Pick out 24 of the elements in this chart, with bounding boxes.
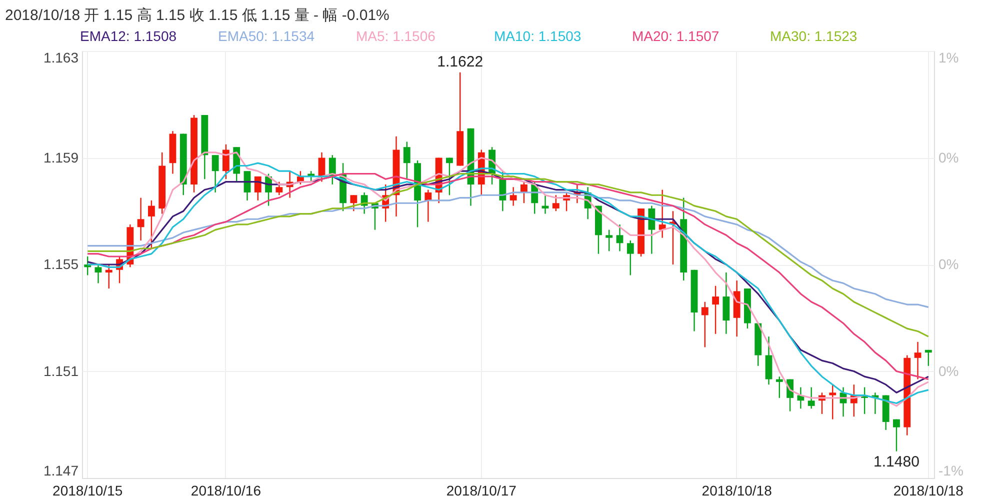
x-tick-label: 2018/10/18 (702, 482, 772, 498)
text: 2018/10/18 开 1.15 高 1.15 收 1.15 低 1.15 量 - 幅 -0.01% (5, 7, 390, 24)
y-tick-label: 1.155 (43, 256, 79, 272)
x-tick-label: 2018/10/18 (893, 482, 964, 498)
y2-tick-label: 0% (938, 256, 959, 272)
y2-tick-label: 0% (938, 362, 959, 379)
y-tick-label: 1.151 (43, 362, 79, 379)
x-tick-label: 2018/10/15 (52, 482, 123, 498)
text: MA20: 1.1507 (632, 28, 720, 44)
text: MA30: 1.1523 (770, 28, 858, 44)
x-tick-label: 2018/10/17 (446, 482, 517, 498)
y-tick-label: 1.147 (43, 462, 79, 478)
text: EMA50: 1.1534 (218, 28, 315, 44)
x-tick-label: 2018/10/16 (190, 482, 262, 498)
annotation: 1.1480 (874, 453, 920, 470)
text: MA5: 1.1506 (356, 28, 436, 44)
text: EMA12: 1.1508 (80, 28, 177, 44)
y2-tick-label: 0% (938, 149, 959, 166)
annotation: 1.1622 (437, 53, 484, 70)
y2-tick-label: -1% (938, 462, 964, 478)
y2-tick-label: 1% (938, 50, 959, 66)
text: MA10: 1.1503 (494, 28, 582, 44)
y-tick-label: 1.159 (43, 149, 79, 166)
y-tick-label: 1.163 (43, 50, 79, 66)
